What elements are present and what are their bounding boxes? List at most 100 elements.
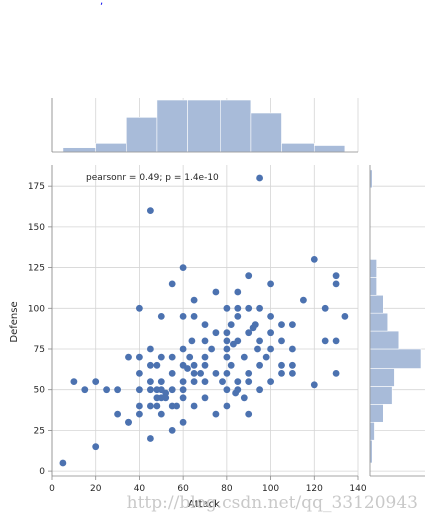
x-axis-label: Attack [188, 499, 220, 510]
data-point [227, 321, 235, 328]
data-point [179, 386, 187, 394]
x-tick-label: 120 [306, 484, 323, 494]
top-histogram-bar [250, 112, 282, 153]
data-point [219, 378, 226, 385]
right-histogram-bar [369, 368, 395, 387]
data-point [262, 353, 270, 361]
data-point [190, 296, 198, 304]
right-histogram-bar [369, 294, 384, 314]
y-tick-label: 125 [28, 264, 45, 274]
right-histogram-bar [369, 386, 393, 405]
data-point [212, 370, 220, 377]
title-fragment: , [100, 0, 103, 7]
top-histogram-bar [187, 99, 221, 153]
y-tick-label: 0 [39, 467, 45, 477]
data-point [267, 313, 274, 320]
data-point [147, 402, 154, 410]
top-marginal-histogram [51, 98, 359, 153]
data-point [223, 353, 231, 361]
x-tick-label: 0 [49, 484, 55, 494]
data-point [114, 386, 121, 394]
data-point [267, 345, 274, 353]
x-tick-label: 60 [177, 484, 189, 494]
data-point [190, 361, 198, 369]
data-point [147, 361, 154, 369]
pearson-annotation: pearsonr = 0.49; p = 1.4e-10 [86, 173, 219, 183]
data-point [157, 378, 165, 385]
data-point [227, 361, 235, 369]
data-point [179, 313, 187, 320]
data-point [300, 296, 307, 304]
y-tick-label: 100 [28, 304, 45, 314]
data-point [310, 256, 318, 263]
top-histogram-bar [126, 117, 158, 153]
data-point [201, 361, 209, 369]
data-point [147, 378, 154, 385]
data-point [168, 427, 176, 434]
right-histogram-bar [369, 421, 375, 441]
data-point [168, 353, 176, 361]
data-point [278, 321, 285, 328]
data-point [321, 304, 329, 312]
data-point [251, 321, 259, 328]
data-point [157, 410, 165, 418]
data-point [256, 386, 263, 394]
data-point [125, 353, 132, 361]
y-tick-label: 75 [34, 345, 45, 355]
data-point [136, 386, 143, 394]
right-histogram-bar [369, 404, 384, 423]
data-point [201, 337, 209, 345]
data-point [310, 381, 318, 389]
top-histogram-bar [156, 99, 188, 153]
data-point [190, 402, 198, 410]
data-point [168, 280, 176, 288]
data-point [245, 410, 253, 418]
data-point [289, 345, 296, 353]
y-tick-label: 150 [28, 223, 45, 233]
data-point [188, 337, 196, 345]
data-point [234, 386, 242, 394]
data-point [190, 313, 198, 320]
data-point [125, 418, 132, 426]
data-point [114, 410, 121, 418]
data-point [332, 280, 340, 288]
data-point [256, 174, 263, 182]
top-histogram-bar [281, 143, 315, 153]
data-point [186, 353, 194, 361]
data-point [278, 370, 285, 377]
data-point [173, 402, 181, 410]
data-point [136, 370, 143, 377]
data-point [240, 394, 248, 402]
data-point [201, 394, 209, 402]
data-point [234, 313, 242, 320]
watermark: http://blog.csdn.net/qq_33120943 [127, 493, 418, 513]
data-point [179, 378, 187, 385]
data-point [289, 361, 296, 369]
data-point [136, 304, 143, 312]
data-point [245, 329, 253, 337]
right-histogram-bar [369, 330, 400, 350]
data-point [153, 361, 161, 369]
data-point [256, 337, 263, 345]
data-point [136, 353, 143, 361]
data-point [201, 378, 209, 385]
x-tick-label: 100 [262, 484, 279, 494]
data-point [240, 353, 248, 361]
data-point [147, 386, 154, 394]
data-point [190, 378, 198, 385]
right-histogram-bar [369, 259, 377, 278]
data-point [267, 329, 274, 337]
data-point [234, 288, 242, 296]
data-point [341, 313, 349, 320]
data-point [179, 264, 187, 271]
data-point [245, 370, 253, 377]
y-tick-label: 50 [34, 386, 46, 396]
data-point [234, 304, 242, 312]
data-point [147, 207, 154, 215]
data-point [153, 402, 161, 410]
data-point [179, 418, 187, 426]
data-point [321, 337, 329, 345]
y-axis-label: Defense [9, 301, 20, 342]
data-point [92, 443, 100, 451]
data-point [332, 337, 340, 345]
